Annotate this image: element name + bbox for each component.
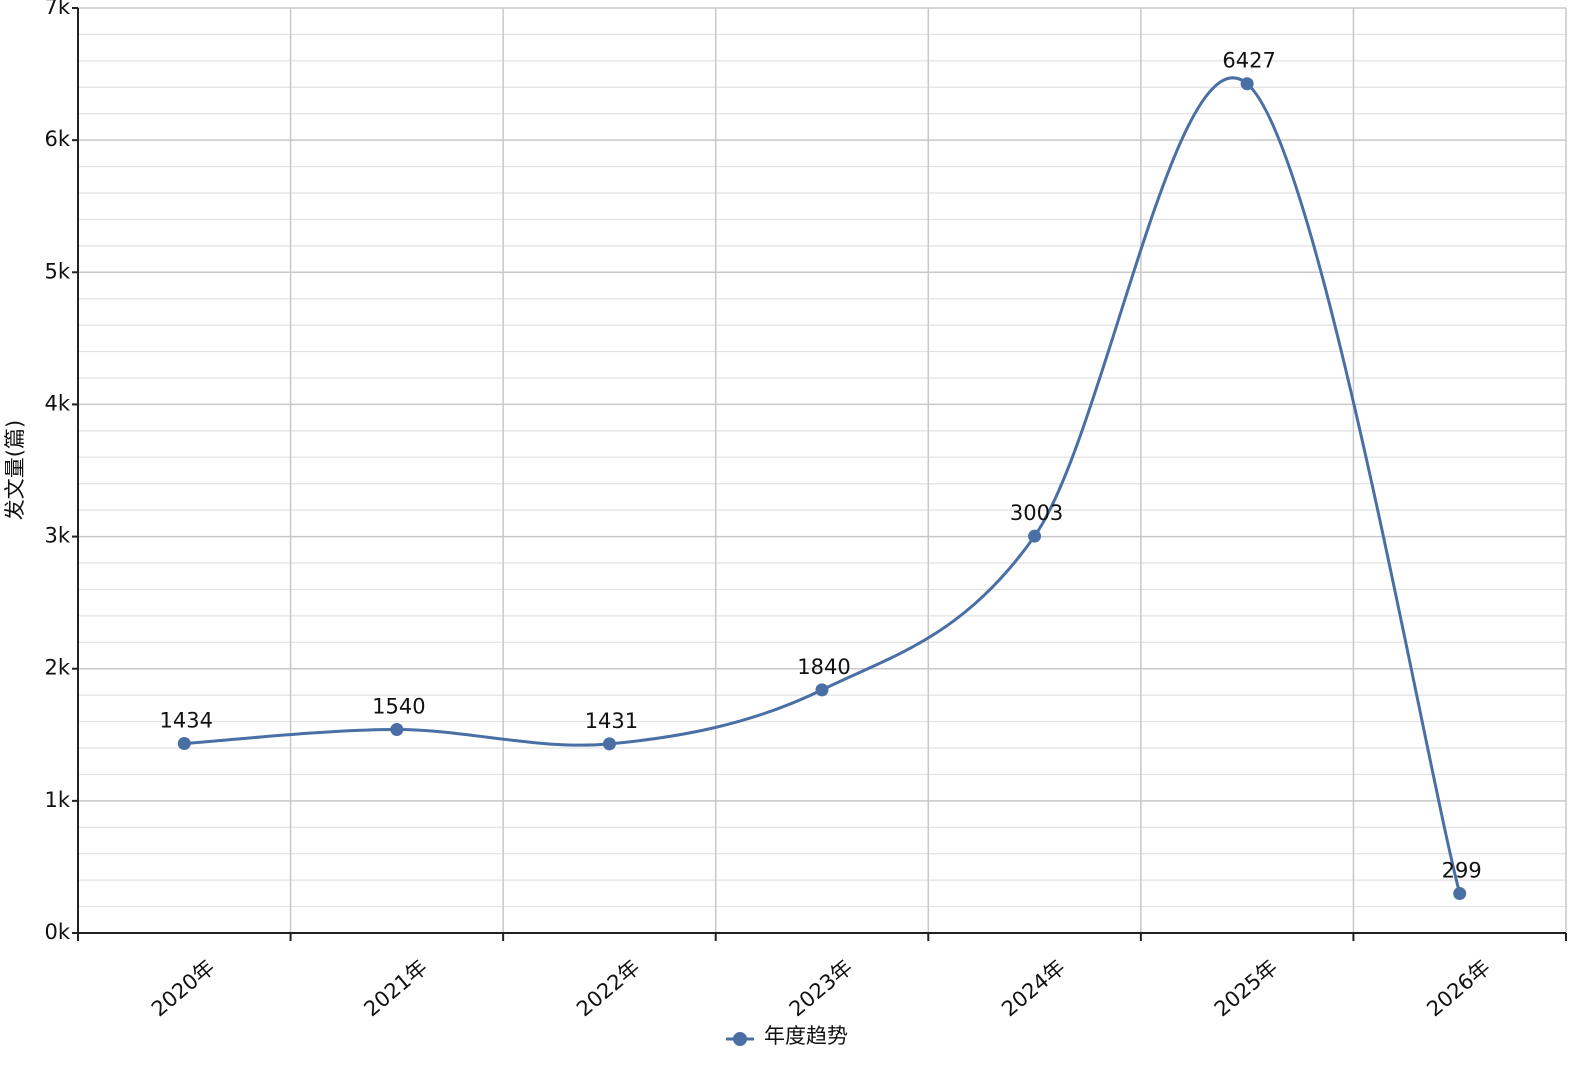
y-tick-label: 1k	[44, 788, 70, 812]
y-tick-label: 4k	[44, 391, 70, 415]
x-tick-label: 2024年	[997, 955, 1069, 1021]
y-tick-label: 7k	[44, 0, 70, 19]
x-tick-label: 2023年	[785, 955, 857, 1021]
y-tick-label: 0k	[44, 920, 70, 944]
value-label: 1840	[797, 655, 850, 679]
x-tick-label: 2026年	[1422, 955, 1494, 1021]
y-tick-label: 2k	[44, 656, 70, 680]
x-tick-label: 2020年	[147, 955, 219, 1021]
point	[1453, 886, 1467, 900]
value-label: 299	[1442, 858, 1482, 882]
point	[1028, 529, 1042, 543]
x-tick-label: 2022年	[572, 955, 644, 1021]
point	[815, 683, 829, 697]
y-axis-title: 发文量(篇)	[3, 420, 27, 520]
line	[184, 76, 1462, 894]
x-tick-label: 2021年	[359, 955, 431, 1021]
value-label: 1540	[372, 695, 425, 719]
point	[602, 737, 616, 751]
y-tick-label: 3k	[44, 524, 70, 548]
y-tick-label: 6k	[44, 127, 70, 151]
value-label: 1431	[585, 709, 638, 733]
x-tick-label: 2025年	[1210, 955, 1282, 1021]
point	[1240, 77, 1254, 91]
legend-label: 年度趋势	[764, 1024, 848, 1048]
legend-marker	[733, 1032, 747, 1046]
value-label: 1434	[160, 709, 213, 733]
value-label: 3003	[1010, 501, 1063, 525]
y-tick-label: 5k	[44, 259, 70, 283]
value-label: 6427	[1222, 49, 1275, 73]
point	[390, 723, 404, 736]
point	[177, 737, 191, 751]
